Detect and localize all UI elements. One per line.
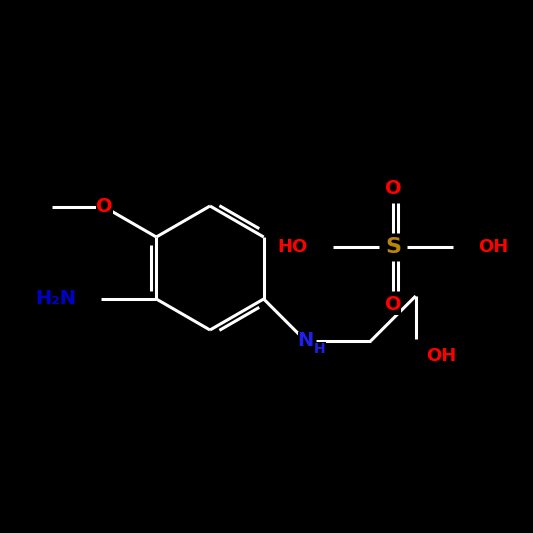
Text: O: O [96,198,112,216]
Text: OH: OH [426,347,456,365]
Text: S: S [385,237,401,257]
Text: HO: HO [278,238,308,256]
Text: OH: OH [478,238,508,256]
Text: H₂N: H₂N [35,289,76,309]
Text: H: H [314,342,326,356]
Text: O: O [385,295,401,314]
Text: O: O [385,180,401,198]
Text: N: N [297,332,314,351]
